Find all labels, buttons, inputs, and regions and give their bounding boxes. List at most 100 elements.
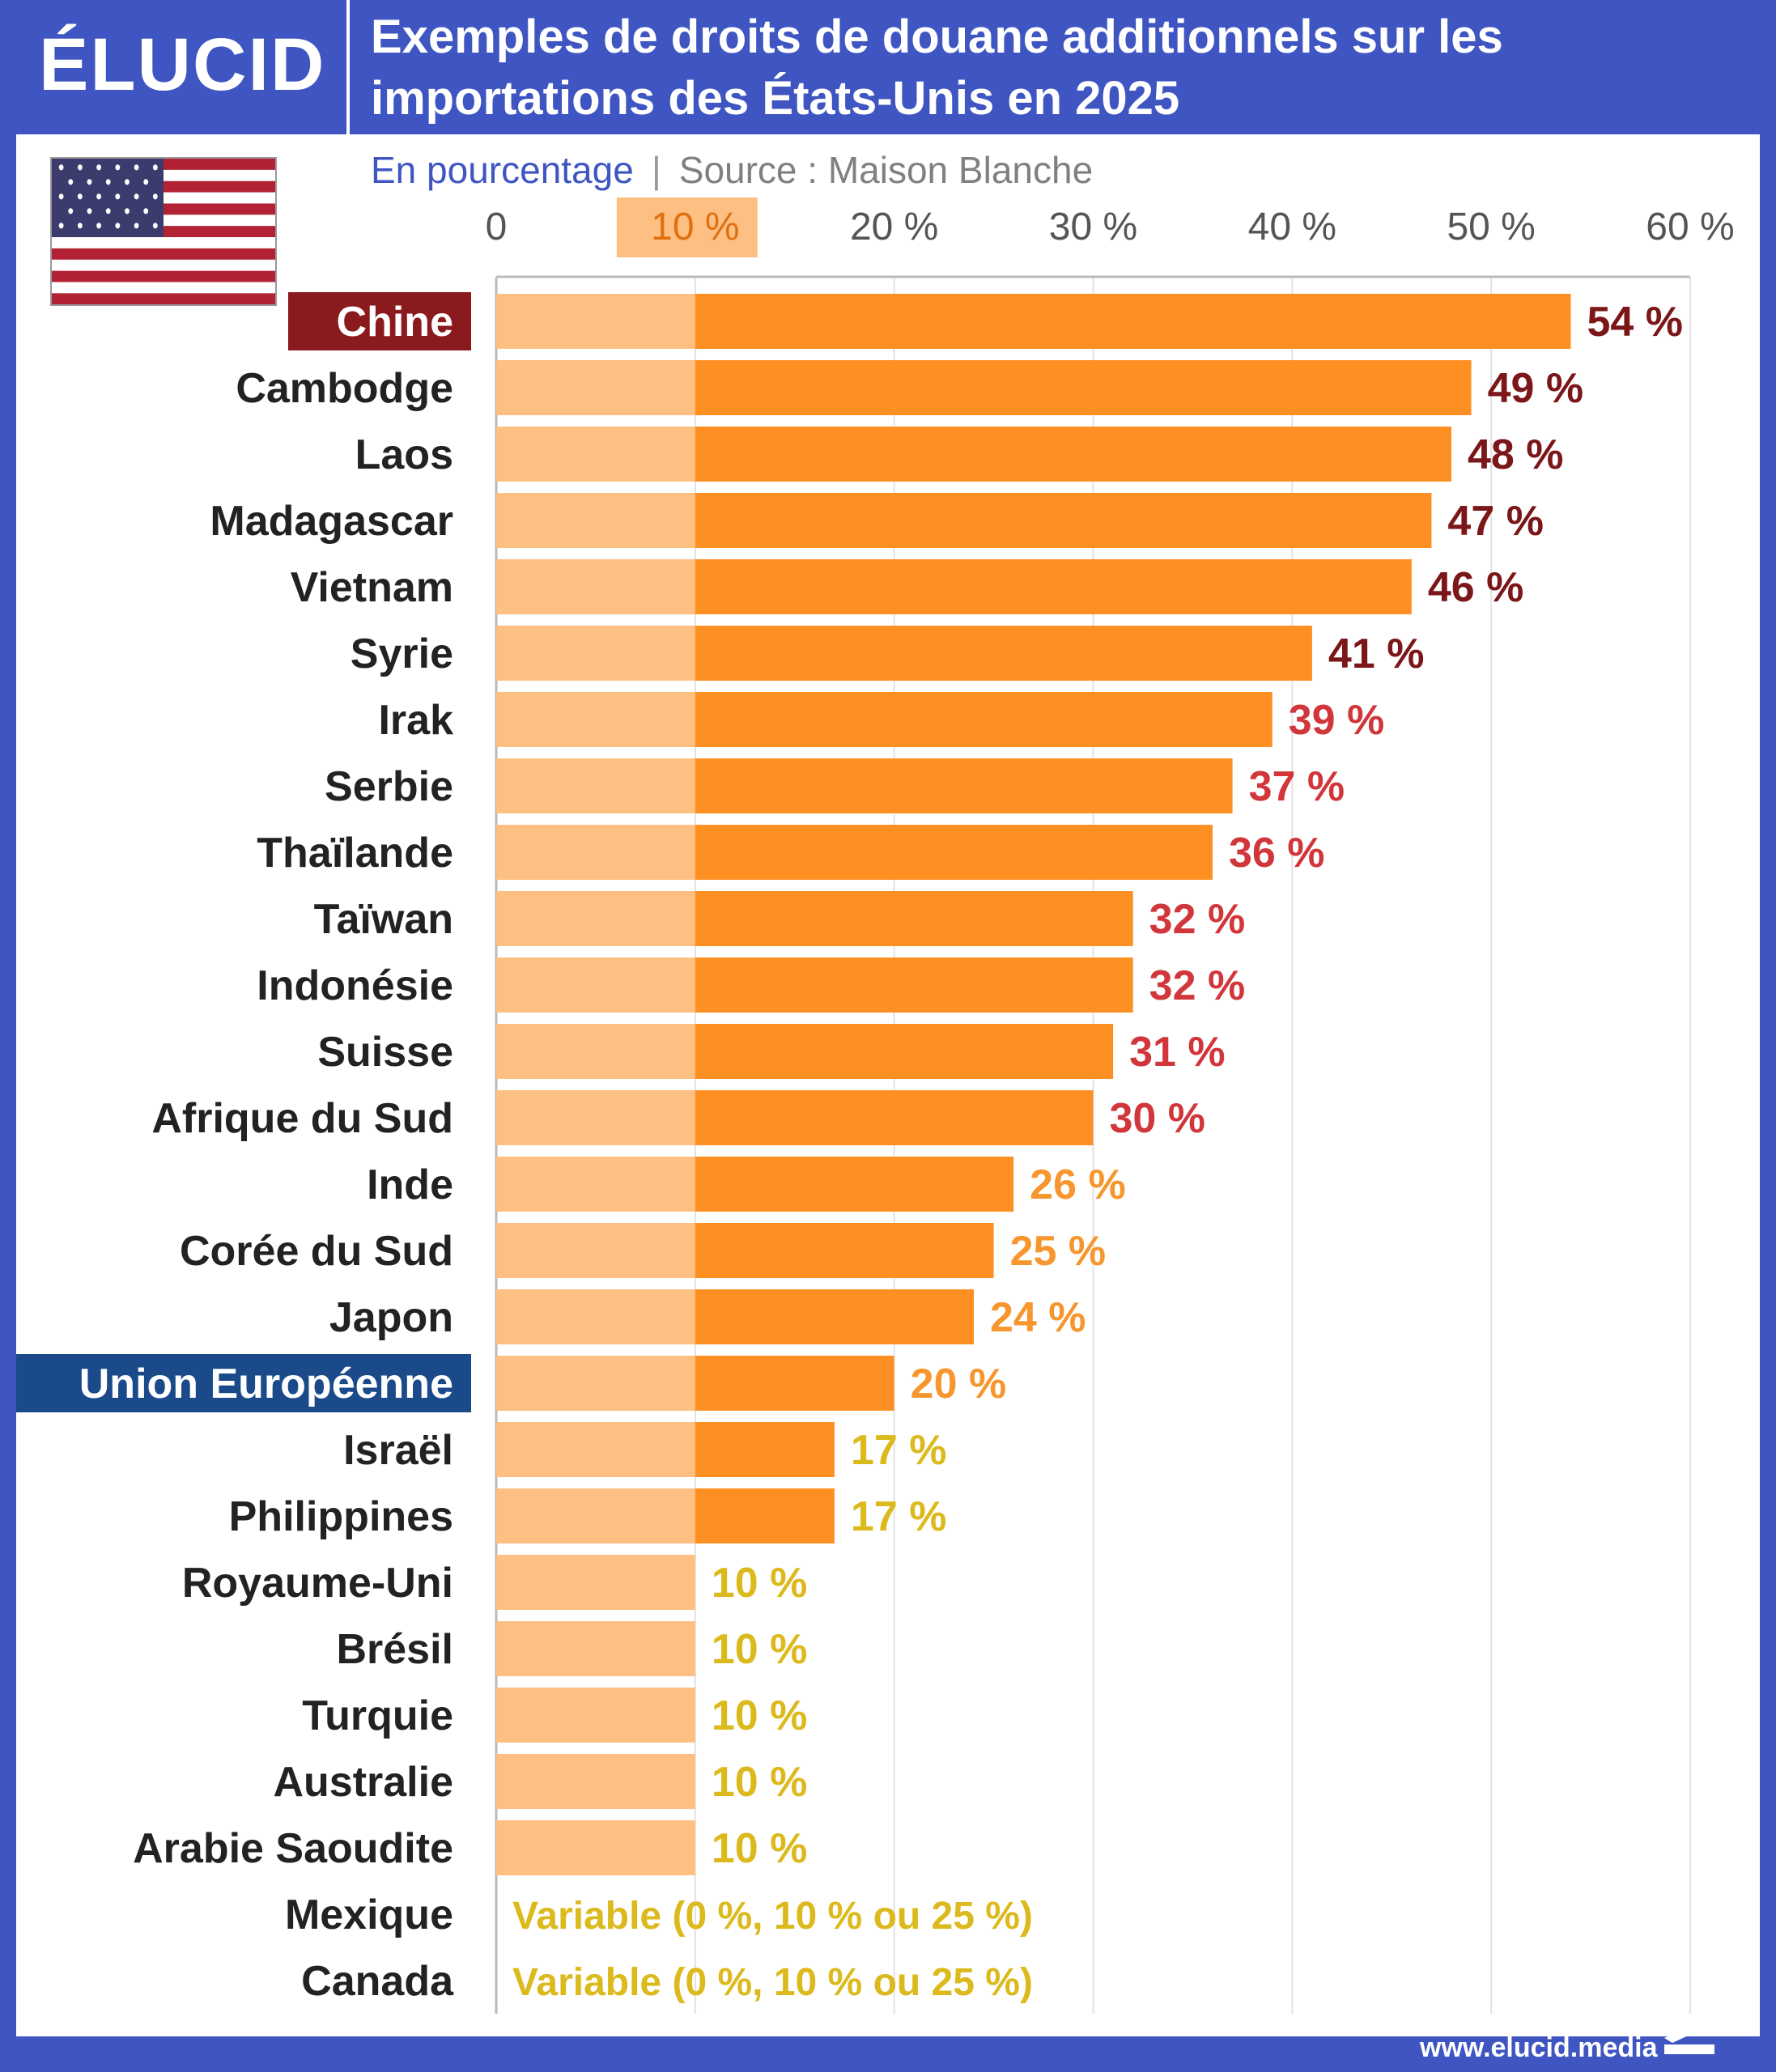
data-label: 10 %	[712, 1825, 808, 1872]
category-label: Thaïlande	[257, 830, 453, 877]
category-label: Union Européenne	[79, 1361, 453, 1408]
subtitle: En pourcentage | Source : Maison Blanche	[371, 146, 1093, 194]
data-label: 48 %	[1468, 431, 1564, 478]
bar-base-segment	[496, 1422, 695, 1477]
data-label: 36 %	[1229, 830, 1325, 877]
category-label: Taïwan	[314, 896, 453, 943]
x-tick-label: 40 %	[1248, 206, 1336, 248]
elucid-mark-icon	[1664, 2014, 1714, 2054]
bar-extra-segment	[695, 957, 1133, 1013]
data-label: 49 %	[1488, 365, 1584, 412]
source-label: Source : Maison Blanche	[678, 149, 1094, 191]
bar-extra-segment	[695, 294, 1571, 349]
bar-base-segment	[496, 1157, 695, 1212]
bar-extra-segment	[695, 891, 1133, 946]
bar-extra-segment	[695, 559, 1412, 614]
bar-extra-segment	[695, 626, 1312, 681]
bar-extra-segment	[695, 427, 1451, 482]
bar-extra-segment	[695, 1488, 835, 1543]
category-label: Afrique du Sud	[151, 1095, 453, 1142]
data-label: 54 %	[1587, 299, 1684, 346]
data-label: 17 %	[851, 1427, 947, 1474]
category-label: Philippines	[229, 1493, 453, 1540]
category-label: Turquie	[302, 1692, 453, 1739]
subtitle-separator: |	[651, 149, 661, 191]
category-label: Madagascar	[210, 498, 453, 545]
bar-base-segment	[496, 957, 695, 1013]
category-label: Israël	[343, 1427, 453, 1474]
bar-base-segment	[496, 1621, 695, 1676]
category-label: Vietnam	[291, 564, 453, 611]
category-label: Arabie Saoudite	[133, 1825, 453, 1872]
bar-base-segment	[496, 758, 695, 813]
bar-base-segment	[496, 1688, 695, 1743]
category-label: Royaume-Uni	[182, 1560, 453, 1607]
data-label-variable: Variable (0 %, 10 % ou 25 %)	[512, 1895, 1033, 1938]
header: ÉLUCID Exemples de droits de douane addi…	[0, 0, 1776, 134]
data-label: 47 %	[1447, 498, 1544, 545]
x-tick-label: 60 %	[1646, 206, 1734, 248]
category-label: Mexique	[285, 1892, 453, 1938]
bar-extra-segment	[695, 1024, 1114, 1079]
bar-base-segment	[496, 626, 695, 681]
x-tick-label: 20 %	[850, 206, 938, 248]
data-label: 46 %	[1428, 564, 1524, 611]
category-label: Suisse	[317, 1029, 453, 1076]
category-label: Australie	[273, 1759, 453, 1806]
x-tick-label: 30 %	[1049, 206, 1137, 248]
header-divider	[346, 0, 350, 134]
chart-title: Exemples de droits de douane additionnel…	[371, 11, 1503, 125]
data-label: 24 %	[990, 1294, 1086, 1341]
data-label: 32 %	[1149, 962, 1246, 1009]
tick-highlight	[616, 197, 758, 257]
bar-base-segment	[496, 427, 695, 482]
category-label: Cambodge	[236, 365, 453, 412]
data-label: 10 %	[712, 1626, 808, 1673]
bar-extra-segment	[695, 758, 1233, 813]
category-highlight-tag	[288, 292, 471, 350]
bar-base-segment	[496, 1223, 695, 1278]
bar-base-segment	[496, 1356, 695, 1411]
category-label: Serbie	[325, 763, 453, 810]
category-label: Japon	[329, 1294, 453, 1341]
unit-label: En pourcentage	[371, 149, 634, 191]
bar-extra-segment	[695, 1223, 994, 1278]
data-label: 25 %	[1010, 1228, 1107, 1275]
category-label: Chine	[337, 299, 453, 346]
category-label: Canada	[301, 1958, 454, 2005]
category-highlight-tag	[16, 1354, 471, 1412]
bar-base-segment	[496, 294, 695, 349]
x-tick-label: 10 %	[651, 206, 739, 248]
data-label: 37 %	[1249, 763, 1345, 810]
footer-url: www.elucid.media	[1420, 2032, 1658, 2063]
data-label: 30 %	[1110, 1095, 1206, 1142]
bar-base-segment	[496, 1289, 695, 1344]
bar-extra-segment	[695, 360, 1472, 415]
bar-base-segment	[496, 1090, 695, 1145]
category-label: Irak	[378, 697, 453, 744]
bar-extra-segment	[695, 1157, 1014, 1212]
data-label: 10 %	[712, 1560, 808, 1607]
bar-base-segment	[496, 891, 695, 946]
category-label: Syrie	[351, 631, 453, 677]
bar-base-segment	[496, 360, 695, 415]
bar-base-segment	[496, 1754, 695, 1809]
chart-panel: En pourcentage | Source : Maison Blanche 0…	[16, 134, 1760, 2036]
data-label: 31 %	[1129, 1029, 1226, 1076]
bar-base-segment	[496, 493, 695, 548]
data-label: 10 %	[712, 1759, 808, 1806]
category-label: Corée du Sud	[180, 1228, 453, 1275]
bar-base-segment	[496, 1024, 695, 1079]
bar-base-segment	[496, 559, 695, 614]
elucid-logo: ÉLUCID	[39, 23, 326, 106]
category-label: Inde	[367, 1161, 453, 1208]
bar-base-segment	[496, 1820, 695, 1875]
data-label: 26 %	[1030, 1161, 1126, 1208]
bar-extra-segment	[695, 493, 1432, 548]
bar-extra-segment	[695, 825, 1213, 880]
category-label: Brésil	[336, 1626, 453, 1673]
bar-extra-segment	[695, 1356, 894, 1411]
bar-base-segment	[496, 1488, 695, 1543]
bar-base-segment	[496, 692, 695, 747]
bar-base-segment	[496, 1555, 695, 1610]
